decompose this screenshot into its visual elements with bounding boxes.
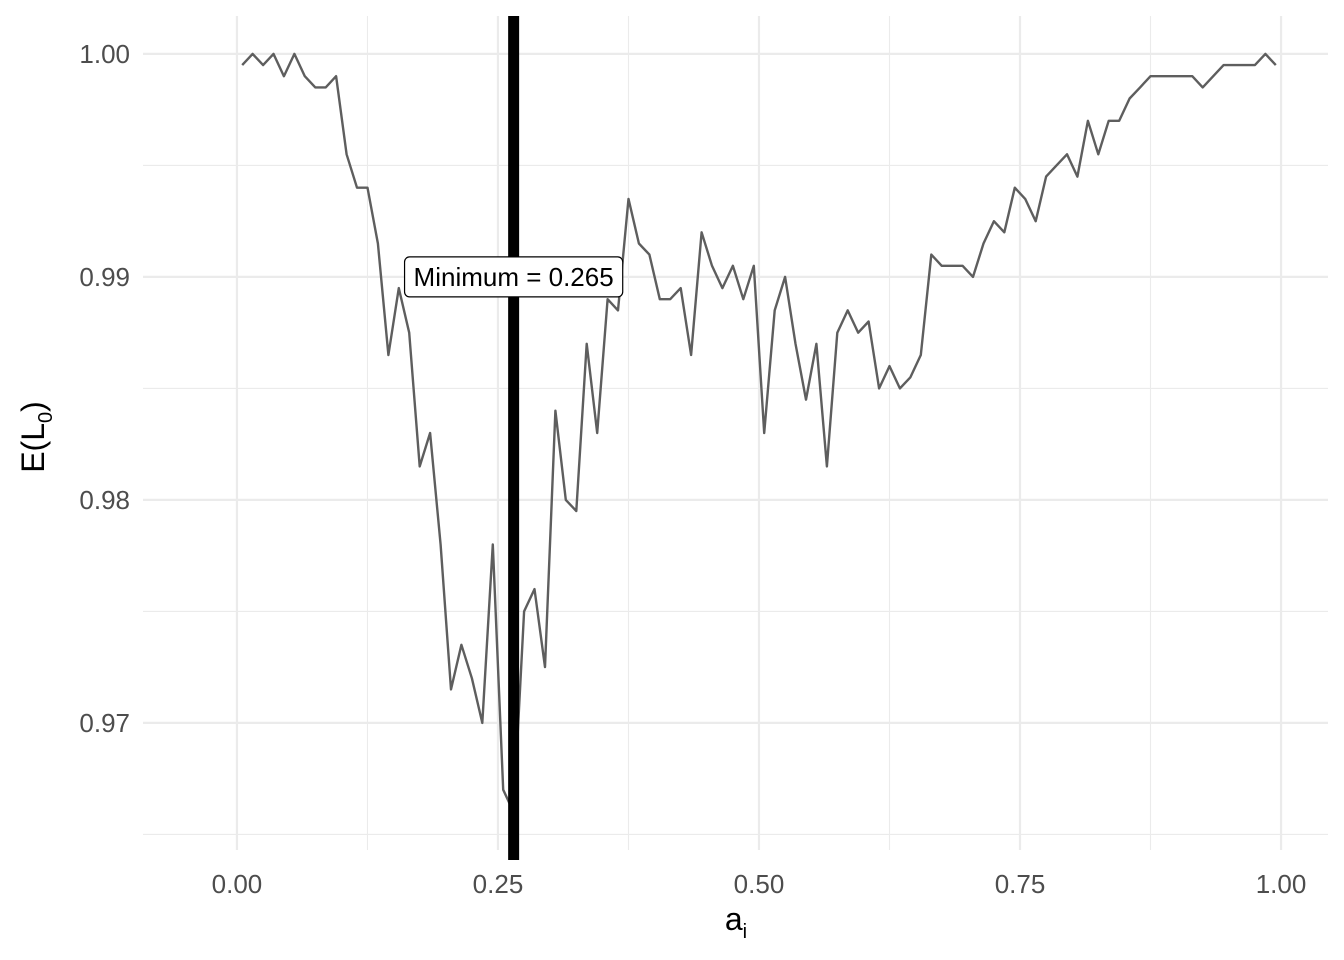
annotation-layer: Minimum = 0.265 (403, 256, 624, 298)
y-axis-title-close: ) (15, 401, 51, 412)
grid-lines (143, 16, 1328, 850)
y-axis-title-sub: 0 (35, 412, 57, 423)
x-tick-label: 0.25 (473, 869, 524, 899)
y-tick-label: 1.00 (79, 39, 130, 69)
x-axis-title-sub: i (743, 921, 747, 943)
tick-labels: 0.00 0.25 0.50 0.75 1.00 0.97 0.98 0.99 1.00 (79, 39, 1306, 899)
series-line (241, 52, 1277, 814)
x-axis-title: ai (725, 901, 747, 943)
x-tick-label: 0.00 (212, 869, 263, 899)
series-layer (241, 52, 1277, 814)
y-axis-title: E(L0) (15, 401, 57, 473)
y-tick-label: 0.98 (79, 485, 130, 515)
y-tick-label: 0.97 (79, 708, 130, 738)
annotation-label: Minimum = 0.265 (414, 262, 614, 292)
y-tick-label: 0.99 (79, 262, 130, 292)
x-tick-label: 0.75 (995, 869, 1046, 899)
x-axis-title-main: a (725, 901, 743, 937)
annotation-box (403, 256, 624, 298)
y-axis-title-main: E(L (15, 423, 51, 473)
x-tick-label: 1.00 (1256, 869, 1307, 899)
x-tick-label: 0.50 (734, 869, 785, 899)
